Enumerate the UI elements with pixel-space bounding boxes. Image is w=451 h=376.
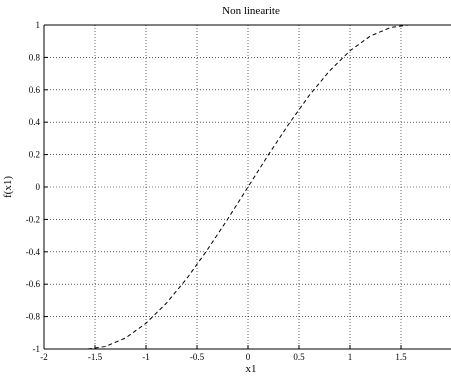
y-tick-label: 0.6 — [29, 85, 41, 95]
plot-area: -2 -1.5 -1 -0.5 0 0.5 1 1.5 -1 -0.8 -0.6 -0.4 -0.2 0 0… — [26, 20, 451, 362]
y-tick-label: 0 — [36, 182, 41, 192]
y-axis-label: f(x1) — [2, 176, 14, 198]
x-tick-label: -1 — [142, 352, 150, 362]
x-tick-label: 0 — [246, 352, 251, 362]
y-tick-label: 0.2 — [29, 150, 40, 160]
y-tick-label: 0.8 — [29, 52, 41, 62]
x-axis-label: x1 — [246, 363, 257, 375]
y-tick-label: -0.8 — [26, 312, 41, 322]
chart-title: Non linearite — [222, 5, 280, 17]
y-tick-label: -0.6 — [26, 279, 41, 289]
y-tick-label: -0.4 — [26, 247, 41, 257]
y-tick-label: -0.2 — [26, 214, 40, 224]
series-line — [87, 24, 409, 350]
y-tick-label: -1 — [33, 344, 41, 354]
x-tick-label: -2 — [40, 352, 48, 362]
x-tick-label: -0.5 — [190, 352, 205, 362]
y-tick-label: 0.4 — [29, 117, 41, 127]
y-tick-label: 1 — [36, 20, 41, 30]
x-tick-label: -1.5 — [88, 352, 103, 362]
x-tick-label: 1 — [348, 352, 353, 362]
x-tick-label: 1.5 — [395, 352, 407, 362]
x-tick-label: 0.5 — [293, 352, 305, 362]
